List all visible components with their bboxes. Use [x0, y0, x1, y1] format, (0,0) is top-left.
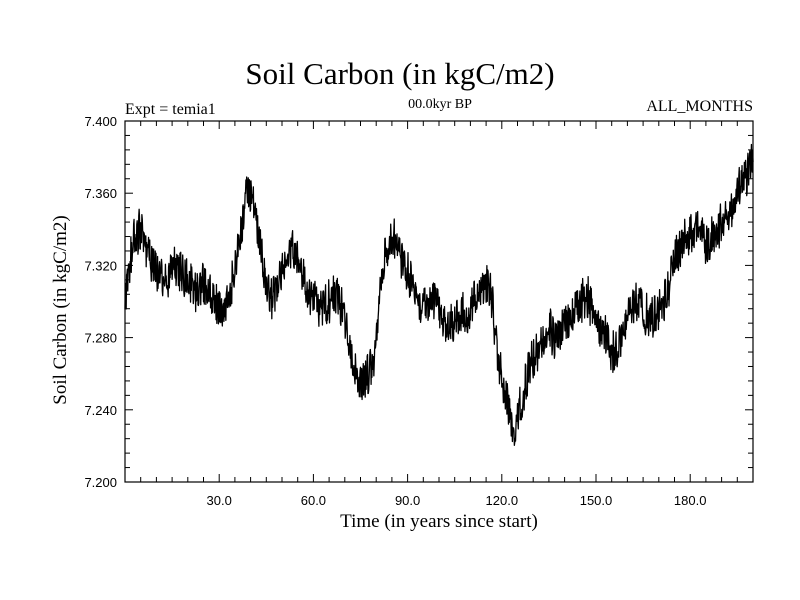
x-tick-label: 30.0 — [207, 493, 232, 508]
y-tick-label: 7.240 — [84, 403, 117, 418]
y-tick-label: 7.280 — [84, 331, 117, 346]
axis-ticks — [125, 121, 753, 482]
tick-labels: 30.0 60.0 90.0 120.0 150.0 180.0 7.200 7.240 7.2… — [84, 114, 706, 508]
y-tick-label: 7.200 — [84, 475, 117, 490]
x-tick-label: 150.0 — [580, 493, 613, 508]
x-tick-label: 180.0 — [674, 493, 707, 508]
x-tick-label: 60.0 — [301, 493, 326, 508]
months-label: ALL_MONTHS — [646, 98, 753, 115]
y-tick-label: 7.400 — [84, 114, 117, 129]
x-tick-label: 120.0 — [486, 493, 519, 508]
chart-title: Soil Carbon (in kgC/m2) — [245, 56, 555, 91]
y-tick-label: 7.360 — [84, 186, 117, 201]
period-label: 00.0kyr BP — [408, 97, 472, 112]
experiment-label: Expt = temia1 — [125, 101, 216, 118]
x-tick-label: 90.0 — [395, 493, 420, 508]
soil-carbon-series-line — [124, 143, 754, 446]
y-tick-label: 7.320 — [84, 258, 117, 273]
x-axis-label: Time (in years since start) — [340, 511, 538, 532]
